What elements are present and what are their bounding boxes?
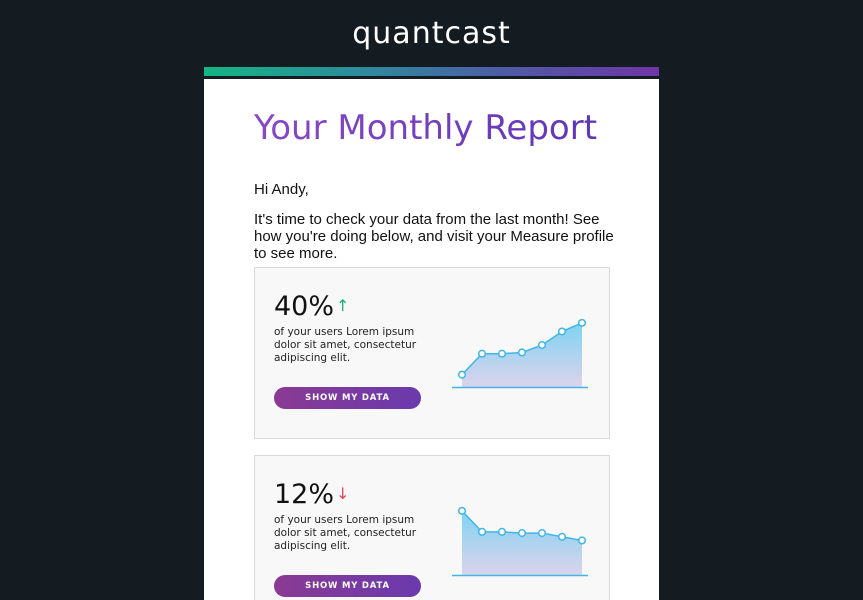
greeting-text: Hi Andy, — [254, 181, 309, 198]
chart-point — [537, 341, 547, 350]
trend-chart — [452, 318, 588, 389]
arrow-up-icon: ↑ — [336, 296, 350, 315]
arrow-down-icon: ↓ — [336, 484, 350, 503]
chart-point — [557, 532, 567, 541]
chart-point — [517, 348, 527, 357]
chart-point — [517, 529, 527, 538]
stat-card-users-up: 40% ↑ of your users Lorem ipsum dolor sit… — [254, 267, 610, 439]
chart-area — [462, 510, 582, 575]
chart-point — [537, 529, 547, 538]
trend-chart — [452, 506, 588, 577]
stat-value: 40% ↑ — [274, 290, 349, 323]
quantcast-logo: quantcast — [352, 16, 511, 51]
chart-point — [577, 318, 587, 327]
chart-point — [577, 536, 587, 545]
chart-point — [557, 327, 567, 336]
stat-card-users-down: 12% ↓ of your users Lorem ipsum dolor sit… — [254, 455, 610, 600]
chart-point — [457, 506, 467, 515]
header-gradient-bar — [204, 67, 659, 76]
chart-point — [477, 349, 487, 358]
chart-point — [497, 527, 507, 536]
stat-description: of your users Lorem ipsum dolor sit amet… — [274, 514, 417, 552]
stat-description: of your users Lorem ipsum dolor sit amet… — [274, 326, 417, 364]
stat-value: 12% ↓ — [274, 478, 349, 511]
stat-percentage: 40% — [274, 291, 335, 322]
show-my-data-button[interactable]: SHOW MY DATA — [274, 575, 421, 597]
chart-point — [457, 370, 467, 379]
show-my-data-button[interactable]: SHOW MY DATA — [274, 387, 421, 409]
chart-point — [497, 349, 507, 358]
stat-percentage: 12% — [274, 479, 335, 510]
report-title: Your Monthly Report — [254, 107, 634, 149]
email-body: Your Monthly Report Hi Andy, It's time t… — [204, 79, 659, 600]
intro-text: It's time to check your data from the la… — [254, 211, 614, 262]
chart-point — [477, 527, 487, 536]
